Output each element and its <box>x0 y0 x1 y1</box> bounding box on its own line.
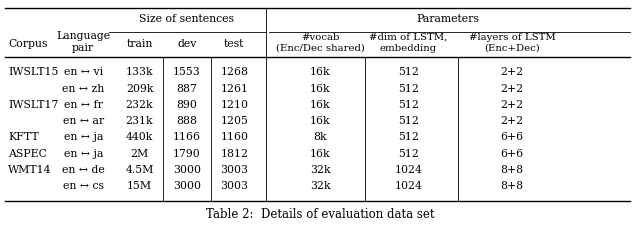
Text: en ↔ de: en ↔ de <box>62 164 104 174</box>
Text: ASPEC: ASPEC <box>8 148 47 158</box>
Text: dev: dev <box>177 39 196 49</box>
Text: 1812: 1812 <box>220 148 248 158</box>
Text: 2+2: 2+2 <box>500 99 524 109</box>
Text: 512: 512 <box>398 132 419 142</box>
Text: KFTT: KFTT <box>8 132 39 142</box>
Text: 2M: 2M <box>131 148 148 158</box>
Text: 15M: 15M <box>127 180 152 190</box>
Text: #dim of LSTM,
embedding: #dim of LSTM, embedding <box>369 33 447 53</box>
Text: 3003: 3003 <box>220 164 248 174</box>
Text: Table 2:  Details of evaluation data set: Table 2: Details of evaluation data set <box>205 207 435 220</box>
Text: 209k: 209k <box>126 83 153 93</box>
Text: 8+8: 8+8 <box>500 180 524 190</box>
Text: 512: 512 <box>398 116 419 126</box>
Text: en ↔ ar: en ↔ ar <box>63 116 104 126</box>
Text: 888: 888 <box>177 116 197 126</box>
Text: 1166: 1166 <box>173 132 201 142</box>
Text: 512: 512 <box>398 83 419 93</box>
Text: 1024: 1024 <box>394 180 422 190</box>
Text: 440k: 440k <box>126 132 153 142</box>
Text: 890: 890 <box>177 99 197 109</box>
Text: 887: 887 <box>177 83 197 93</box>
Text: 16k: 16k <box>310 83 330 93</box>
Text: WMT14: WMT14 <box>8 164 52 174</box>
Text: 1268: 1268 <box>220 67 248 77</box>
Text: en ↔ fr: en ↔ fr <box>64 99 102 109</box>
Text: 16k: 16k <box>310 67 330 77</box>
Text: en ↔ vi: en ↔ vi <box>63 67 103 77</box>
Text: 512: 512 <box>398 99 419 109</box>
Text: Parameters: Parameters <box>417 14 479 24</box>
Text: 3000: 3000 <box>173 164 201 174</box>
Text: 1024: 1024 <box>394 164 422 174</box>
Text: 133k: 133k <box>125 67 154 77</box>
Text: 2+2: 2+2 <box>500 67 524 77</box>
Text: 1790: 1790 <box>173 148 201 158</box>
Text: en ↔ cs: en ↔ cs <box>63 180 104 190</box>
Text: #layers of LSTM
(Enc+Dec): #layers of LSTM (Enc+Dec) <box>468 33 556 53</box>
Text: 512: 512 <box>398 67 419 77</box>
Text: test: test <box>224 39 244 49</box>
Text: 16k: 16k <box>310 99 330 109</box>
Text: 32k: 32k <box>310 164 330 174</box>
Text: 8+8: 8+8 <box>500 164 524 174</box>
Text: 231k: 231k <box>125 116 154 126</box>
Text: 8k: 8k <box>313 132 327 142</box>
Text: #vocab
(Enc/Dec shared): #vocab (Enc/Dec shared) <box>276 33 364 53</box>
Text: Corpus: Corpus <box>8 39 48 49</box>
Text: 2+2: 2+2 <box>500 116 524 126</box>
Text: 1160: 1160 <box>220 132 248 142</box>
Text: 6+6: 6+6 <box>500 132 524 142</box>
Text: IWSLT15: IWSLT15 <box>8 67 59 77</box>
Text: en ↔ ja: en ↔ ja <box>63 148 103 158</box>
Text: en ↔ ja: en ↔ ja <box>63 132 103 142</box>
Text: 3003: 3003 <box>220 180 248 190</box>
Text: 1210: 1210 <box>220 99 248 109</box>
Text: 512: 512 <box>398 148 419 158</box>
Text: 32k: 32k <box>310 180 330 190</box>
Text: Language
pair: Language pair <box>56 30 110 53</box>
Text: 1553: 1553 <box>173 67 201 77</box>
Text: 16k: 16k <box>310 148 330 158</box>
Text: 2+2: 2+2 <box>500 83 524 93</box>
Text: 232k: 232k <box>125 99 154 109</box>
Text: en ↔ zh: en ↔ zh <box>62 83 104 93</box>
Text: IWSLT17: IWSLT17 <box>8 99 59 109</box>
Text: Size of sentences: Size of sentences <box>140 14 234 24</box>
Text: 3000: 3000 <box>173 180 201 190</box>
Text: 6+6: 6+6 <box>500 148 524 158</box>
Text: 1261: 1261 <box>220 83 248 93</box>
Text: train: train <box>126 39 153 49</box>
Text: 16k: 16k <box>310 116 330 126</box>
Text: 1205: 1205 <box>220 116 248 126</box>
Text: 4.5M: 4.5M <box>125 164 154 174</box>
